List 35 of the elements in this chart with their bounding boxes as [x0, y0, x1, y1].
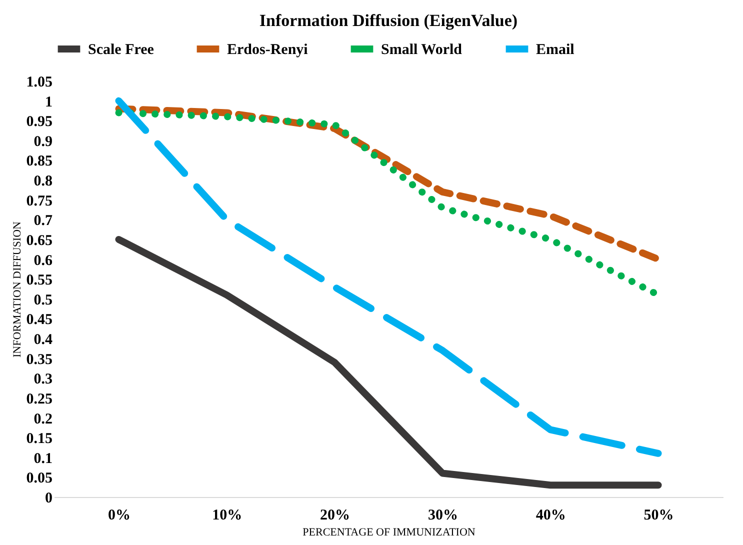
y-tick-label: 0.35	[26, 352, 52, 368]
legend-label: Scale Free	[88, 42, 154, 58]
y-tick-label: 0.7	[34, 213, 53, 230]
y-tick-label: 0.65	[26, 232, 52, 249]
y-tick-label: 0.15	[26, 431, 52, 448]
legend-label: Erdos-Renyi	[227, 42, 308, 58]
y-tick-label: 0.3	[34, 372, 52, 388]
y-tick-label: 0.25	[26, 391, 52, 408]
x-axis-title: PERCENTAGE OF IMMUNIZATION	[302, 526, 476, 538]
x-tick-label: 50%	[644, 508, 674, 524]
y-tick-label: 0.85	[26, 154, 52, 170]
x-tick-label: 0%	[108, 508, 130, 524]
y-tick-label: 0.1	[34, 450, 52, 467]
legend-label: Small World	[381, 42, 463, 58]
y-tick-label: 0.75	[26, 193, 52, 210]
y-tick-label: 0.55	[26, 272, 52, 289]
y-tick-label: 0.05	[26, 470, 52, 487]
y-tick-label: 0.45	[26, 312, 52, 328]
y-tick-label: 0.2	[34, 411, 52, 428]
y-tick-label: 0.5	[34, 292, 52, 308]
y-axis-title: INFORMATION DIFFUSION	[11, 221, 24, 358]
x-tick-label: 30%	[428, 508, 458, 524]
x-tick-label: 10%	[212, 508, 242, 524]
y-tick-label: 0.8	[34, 174, 52, 190]
y-tick-label: 1	[45, 94, 52, 110]
y-tick-label: 0	[45, 490, 52, 506]
legend-label: Email	[536, 42, 574, 58]
y-tick-label: 0.6	[34, 252, 53, 269]
y-tick-label: 0.95	[26, 114, 52, 130]
x-tick-label: 40%	[536, 508, 566, 524]
chart-title: Information Diffusion (EigenValue)	[259, 11, 518, 30]
y-tick-label: 1.05	[26, 74, 52, 90]
x-tick-label: 20%	[320, 508, 350, 524]
y-tick-label: 0.4	[34, 332, 53, 348]
y-tick-label: 0.9	[34, 134, 52, 150]
